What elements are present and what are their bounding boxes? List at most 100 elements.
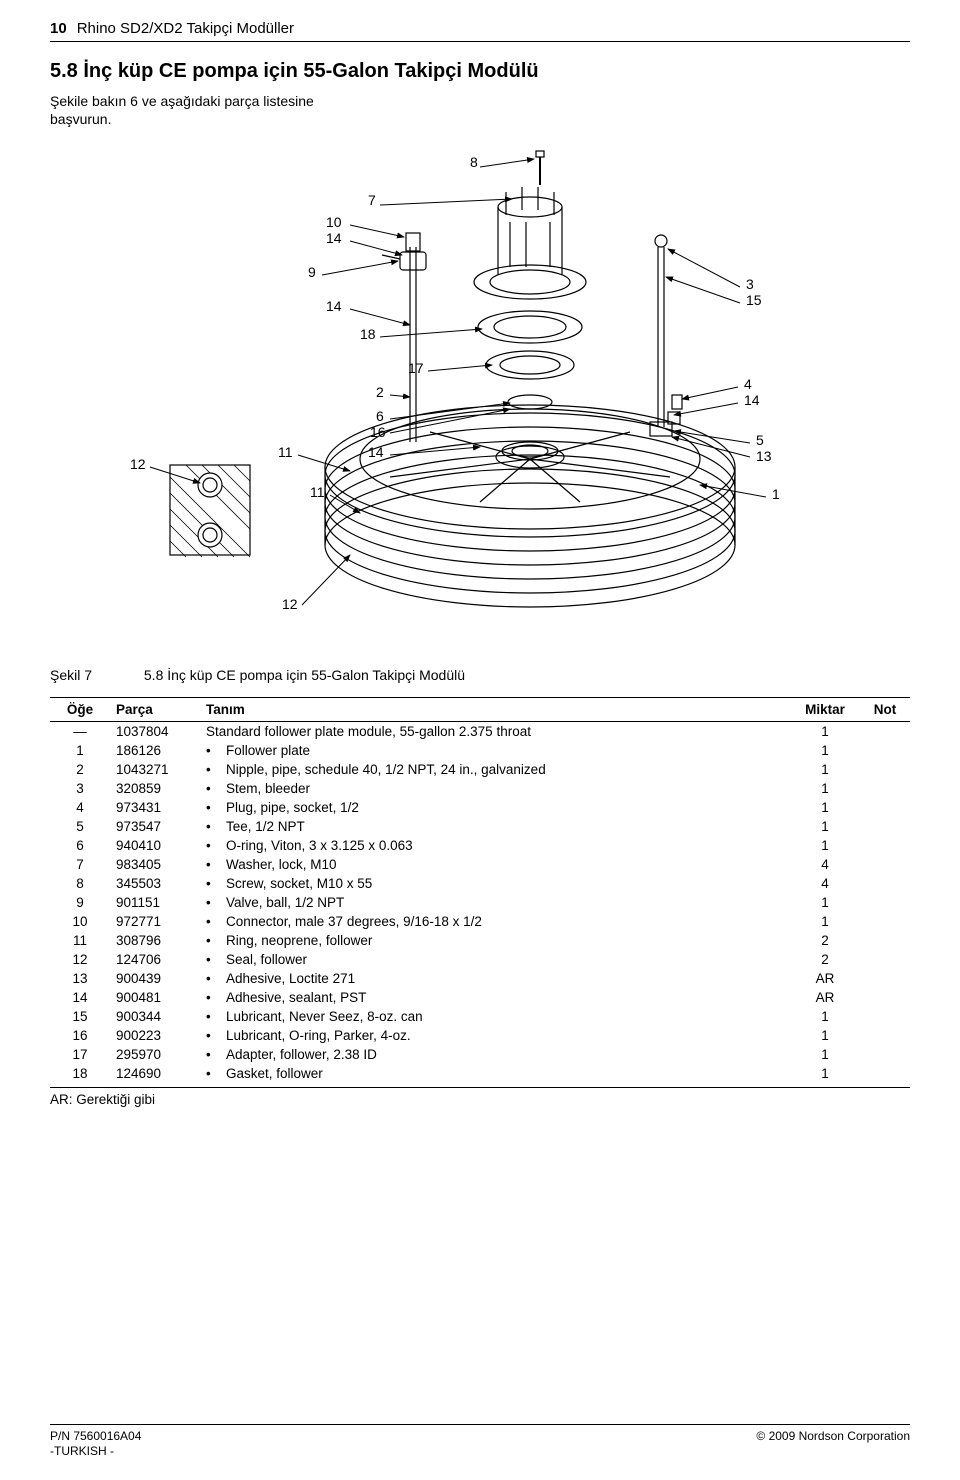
cell-qty: 1 <box>790 760 860 779</box>
callout-13: 13 <box>756 449 772 464</box>
page-number: 10 <box>50 20 67 37</box>
cell-qty: 1 <box>790 893 860 912</box>
cell-note <box>860 950 910 969</box>
cell-item: 10 <box>50 912 110 931</box>
cell-desc: •Lubricant, O-ring, Parker, 4-oz. <box>200 1026 790 1045</box>
cell-qty: 2 <box>790 931 860 950</box>
cell-desc: •O-ring, Viton, 3 x 3.125 x 0.063 <box>200 836 790 855</box>
callout-3: 3 <box>746 277 754 292</box>
table-row: 8345503•Screw, socket, M10 x 554 <box>50 874 910 893</box>
cell-qty: 1 <box>790 798 860 817</box>
callout-16: 16 <box>370 425 386 440</box>
cell-desc: •Ring, neoprene, follower <box>200 931 790 950</box>
table-row: 11308796•Ring, neoprene, follower2 <box>50 931 910 950</box>
cell-note <box>860 1045 910 1064</box>
table-row: 6940410•O-ring, Viton, 3 x 3.125 x 0.063… <box>50 836 910 855</box>
cell-item: 8 <box>50 874 110 893</box>
callout-8: 8 <box>470 155 478 170</box>
table-row: 13900439•Adhesive, Loctite 271AR <box>50 969 910 988</box>
callout-18: 18 <box>360 327 376 342</box>
cell-part: 940410 <box>110 836 200 855</box>
col-qty: Miktar <box>790 698 860 722</box>
ar-note: AR: Gerektiği gibi <box>50 1087 910 1107</box>
table-row: 7983405•Washer, lock, M104 <box>50 855 910 874</box>
cell-desc: •Valve, ball, 1/2 NPT <box>200 893 790 912</box>
footer-lang: -TURKISH - <box>50 1444 141 1460</box>
cell-desc: •Adhesive, Loctite 271 <box>200 969 790 988</box>
footer-copyright: © 2009 Nordson Corporation <box>756 1429 910 1443</box>
cell-item: — <box>50 722 110 742</box>
doc-title: Rhino SD2/XD2 Takipçi Modüller <box>77 20 294 37</box>
table-row: 5973547•Tee, 1/2 NPT1 <box>50 817 910 836</box>
cell-part: 124690 <box>110 1064 200 1083</box>
callout-14a: 14 <box>326 231 342 246</box>
cell-item: 16 <box>50 1026 110 1045</box>
section-subtitle-2: başvurun. <box>50 111 910 127</box>
cell-item: 12 <box>50 950 110 969</box>
cell-part: 900223 <box>110 1026 200 1045</box>
cell-part: 973547 <box>110 817 200 836</box>
callout-14c: 14 <box>744 393 760 408</box>
cell-item: 5 <box>50 817 110 836</box>
table-row: 3320859•Stem, bleeder1 <box>50 779 910 798</box>
table-row: 10972771•Connector, male 37 degrees, 9/1… <box>50 912 910 931</box>
section-subtitle-1: Şekile bakın 6 ve aşağıdaki parça listes… <box>50 93 910 109</box>
callout-5: 5 <box>756 433 764 448</box>
callout-12a: 12 <box>130 457 146 472</box>
cell-part: 308796 <box>110 931 200 950</box>
cell-desc: •Nipple, pipe, schedule 40, 1/2 NPT, 24 … <box>200 760 790 779</box>
cell-item: 4 <box>50 798 110 817</box>
cell-part: 983405 <box>110 855 200 874</box>
cell-item: 13 <box>50 969 110 988</box>
cell-note <box>860 931 910 950</box>
section-title: 5.8 İnç küp CE pompa için 55-Galon Takip… <box>50 60 910 83</box>
cell-item: 11 <box>50 931 110 950</box>
page-header: 10 Rhino SD2/XD2 Takipçi Modüller <box>50 20 910 42</box>
cell-part: 1037804 <box>110 722 200 742</box>
cell-desc: •Connector, male 37 degrees, 9/16-18 x 1… <box>200 912 790 931</box>
cell-item: 17 <box>50 1045 110 1064</box>
callout-15: 15 <box>746 293 762 308</box>
cell-note <box>860 760 910 779</box>
table-row: 14900481•Adhesive, sealant, PSTAR <box>50 988 910 1007</box>
cell-desc: •Plug, pipe, socket, 1/2 <box>200 798 790 817</box>
cell-part: 972771 <box>110 912 200 931</box>
cell-part: 900344 <box>110 1007 200 1026</box>
cell-desc: •Washer, lock, M10 <box>200 855 790 874</box>
cell-part: 973431 <box>110 798 200 817</box>
cell-qty: 1 <box>790 1045 860 1064</box>
callout-12b: 12 <box>282 597 298 612</box>
table-row: 9901151•Valve, ball, 1/2 NPT1 <box>50 893 910 912</box>
callout-4: 4 <box>744 377 752 392</box>
cell-qty: 1 <box>790 912 860 931</box>
cell-note <box>860 988 910 1007</box>
cell-qty: 1 <box>790 1007 860 1026</box>
parts-table: Öğe Parça Tanım Miktar Not —1037804Stand… <box>50 697 910 1083</box>
cell-item: 14 <box>50 988 110 1007</box>
callout-1: 1 <box>772 487 780 502</box>
cell-desc: •Gasket, follower <box>200 1064 790 1083</box>
table-row: 16900223•Lubricant, O-ring, Parker, 4-oz… <box>50 1026 910 1045</box>
cell-desc: •Follower plate <box>200 741 790 760</box>
cell-qty: 4 <box>790 874 860 893</box>
cell-part: 1043271 <box>110 760 200 779</box>
col-part: Parça <box>110 698 200 722</box>
cell-desc: Standard follower plate module, 55-gallo… <box>200 722 790 742</box>
cell-note <box>860 817 910 836</box>
cell-item: 9 <box>50 893 110 912</box>
page-footer: P/N 7560016A04 -TURKISH - © 2009 Nordson… <box>50 1424 910 1460</box>
cell-part: 295970 <box>110 1045 200 1064</box>
cell-desc: •Tee, 1/2 NPT <box>200 817 790 836</box>
figure-caption-text: 5.8 İnç küp CE pompa için 55-Galon Takip… <box>144 667 465 683</box>
cell-item: 6 <box>50 836 110 855</box>
cell-qty: 1 <box>790 836 860 855</box>
cell-note <box>860 722 910 742</box>
table-row: 1186126•Follower plate1 <box>50 741 910 760</box>
callout-14b: 14 <box>326 299 342 314</box>
callout-10: 10 <box>326 215 342 230</box>
figure-number: Şekil 7 <box>50 667 140 683</box>
cell-note <box>860 912 910 931</box>
cell-part: 124706 <box>110 950 200 969</box>
cell-qty: 1 <box>790 722 860 742</box>
callout-9: 9 <box>308 265 316 280</box>
